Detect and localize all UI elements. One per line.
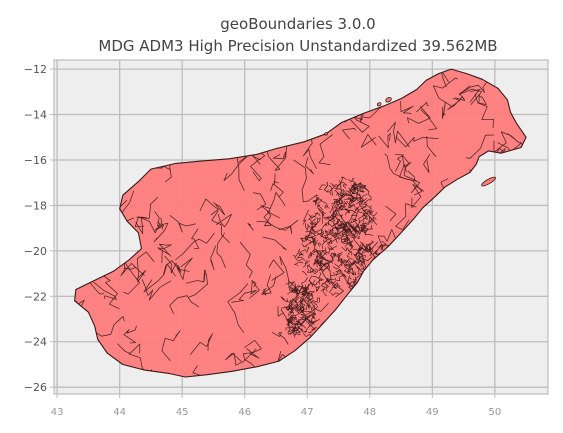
admin-region-fill xyxy=(74,68,527,378)
y-tick-label: −14 xyxy=(24,109,47,122)
x-tick-label: 49 xyxy=(426,407,439,418)
x-tick-label: 44 xyxy=(113,407,126,418)
y-tick-label: −12 xyxy=(24,63,47,76)
y-tick-label: −24 xyxy=(24,336,47,349)
x-tick-label: 48 xyxy=(363,407,376,418)
x-tick-label: 47 xyxy=(301,407,314,418)
x-tick-labels: 43 44 45 46 47 48 49 50 xyxy=(51,407,501,418)
y-tick-label: −20 xyxy=(24,245,47,258)
x-tick-label: 43 xyxy=(51,407,64,418)
y-tick-label: −18 xyxy=(24,199,47,212)
axis-ticks xyxy=(50,68,496,398)
y-tick-label: −26 xyxy=(24,381,47,394)
x-tick-label: 46 xyxy=(238,407,251,418)
y-tick-label: −22 xyxy=(24,290,47,303)
y-tick-labels: −12 −14 −16 −18 −20 −22 −24 −26 xyxy=(24,63,47,394)
x-tick-label: 50 xyxy=(488,407,501,418)
offshore-islets xyxy=(324,97,497,187)
x-tick-label: 45 xyxy=(176,407,189,418)
y-tick-label: −16 xyxy=(24,154,47,167)
chart-title: geoBoundaries 3.0.0 xyxy=(220,15,375,33)
chart-subtitle: MDG ADM3 High Precision Unstandardized 3… xyxy=(98,37,497,55)
